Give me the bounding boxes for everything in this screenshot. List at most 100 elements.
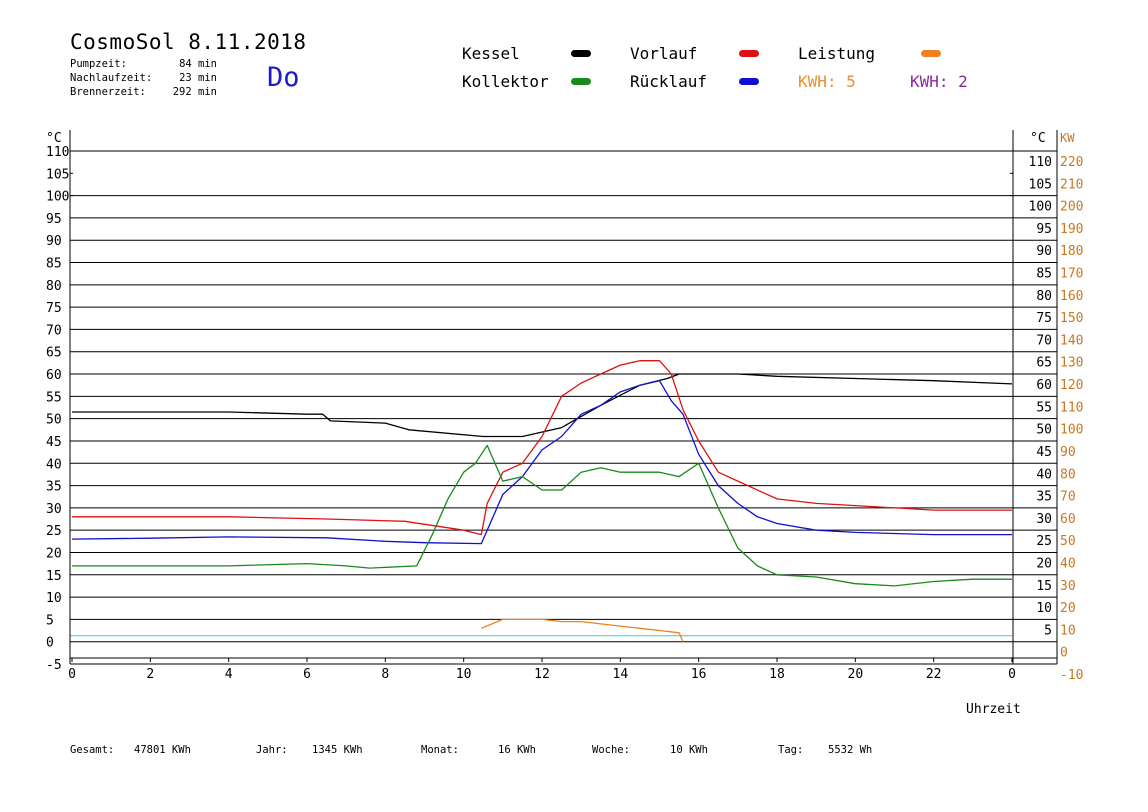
y2-tick: 50: [1060, 534, 1076, 549]
y2-tick: 210: [1060, 177, 1083, 192]
series-line-leistung: [481, 618, 684, 642]
y2-tick: 170: [1060, 267, 1083, 282]
y-tick-right: 35: [1036, 490, 1052, 505]
stat-pumpzeit-label: Pumpzeit:: [70, 58, 127, 70]
y-tick-left: 105: [46, 167, 69, 182]
y-tick-right: 85: [1036, 267, 1052, 282]
legend-swatch-ruecklauf: [739, 78, 759, 85]
x-tick-label: 2: [146, 667, 154, 682]
footer-monat-label: Monat:: [421, 744, 459, 756]
y-tick-right: 30: [1036, 512, 1052, 527]
x-tick-label: 20: [848, 667, 864, 682]
x-tick-label: 18: [769, 667, 785, 682]
legend-swatch-kessel: [571, 50, 591, 57]
y-tick-left: 80: [46, 279, 62, 294]
y-tick-left: 0: [46, 636, 54, 651]
y-tick-left: 55: [46, 390, 62, 405]
y-tick-left: 35: [46, 480, 62, 495]
footer-woche-value: 10 KWh: [670, 744, 708, 756]
grid-lines: [70, 150, 1057, 665]
y2-tick: 120: [1060, 378, 1083, 393]
y2-tick: 180: [1060, 244, 1083, 259]
x-tick-label: 0: [1008, 667, 1016, 682]
y-tick-left: 75: [46, 301, 62, 316]
x-tick-label: 10: [456, 667, 472, 682]
y2-tick: 40: [1060, 556, 1076, 571]
legend-swatch-leistung: [921, 50, 941, 57]
y2-tick: 220: [1060, 155, 1083, 170]
y-tick-left: 20: [46, 546, 62, 561]
y2-tick: 10: [1060, 623, 1076, 638]
stat-brennerzeit-label: Brennerzeit:: [70, 86, 146, 98]
x-tick-label: 22: [926, 667, 942, 682]
series-lines: [70, 360, 1013, 642]
x-tick-label: 12: [534, 667, 550, 682]
y-tick-right: 105: [1029, 177, 1052, 192]
y-tick-right: 80: [1036, 289, 1052, 304]
y-tick-right: 60: [1036, 378, 1052, 393]
footer-monat-value: 16 KWh: [498, 744, 536, 756]
y-tick-right: 65: [1036, 356, 1052, 371]
y-tick-left: 100: [46, 190, 69, 205]
y2-tick: 30: [1060, 579, 1076, 594]
series-line-vorlauf: [72, 360, 1012, 536]
y2-tick: 100: [1060, 423, 1083, 438]
y-tick-left: 45: [46, 435, 62, 450]
y2-tick: 140: [1060, 333, 1083, 348]
y-tick-left: 65: [46, 346, 62, 361]
y-tick-left: 90: [46, 234, 62, 249]
y-tick-left: 50: [46, 413, 62, 428]
stat-pumpzeit-value: 84 min: [179, 58, 217, 70]
legend-kwh-1: KWH: 5: [798, 72, 856, 91]
y2-tick: 70: [1060, 490, 1076, 505]
legend-kwh-2: KWH: 2: [910, 72, 968, 91]
x-tick-label: 8: [381, 667, 389, 682]
axes: [69, 130, 1058, 664]
footer-jahr-label: Jahr:: [256, 744, 288, 756]
y-tick-left: 25: [46, 524, 62, 539]
y2-tick: 110: [1060, 400, 1083, 415]
y2-tick: 150: [1060, 311, 1083, 326]
y2-axis-unit: KW: [1060, 131, 1075, 145]
footer-gesamt-label: Gesamt:: [70, 744, 115, 756]
y-tick-right: 95: [1036, 222, 1052, 237]
x-tick-label: 4: [225, 667, 233, 682]
y-tick-right: 25: [1036, 534, 1052, 549]
chart-title: CosmoSol 8.11.2018: [70, 30, 307, 54]
series-line-kollektor: [72, 444, 1012, 587]
legend-swatch-kollektor: [571, 78, 591, 85]
y2-tick: 130: [1060, 356, 1083, 371]
legend-label-ruecklauf: Rücklauf: [630, 72, 708, 91]
y-axis-unit-left: °C: [46, 131, 62, 146]
y2-tick: 200: [1060, 200, 1083, 215]
y-tick-right: 10: [1036, 601, 1052, 616]
y-tick-left: 95: [46, 212, 62, 227]
x-tick-label: 14: [613, 667, 629, 682]
series-line-rücklauf: [71, 380, 1012, 545]
y2-tick: 20: [1060, 601, 1076, 616]
tick-labels: °C °C KW-505101520253035404550556065707580…: [46, 131, 1083, 683]
y-tick-right: 90: [1036, 244, 1052, 259]
y-tick-right: 70: [1036, 333, 1052, 348]
footer-tag-value: 5532 Wh: [828, 744, 873, 756]
x-tick-label: 6: [303, 667, 311, 682]
stat-brennerzeit-value: 292 min: [172, 86, 217, 98]
legend-label-vorlauf: Vorlauf: [630, 44, 698, 63]
y-tick-left: 30: [46, 502, 62, 517]
y-tick-left: -5: [46, 658, 62, 673]
y-tick-left: 85: [46, 257, 62, 272]
y-tick-right: 20: [1036, 556, 1052, 571]
y2-tick: 80: [1060, 467, 1076, 482]
y2-tick: 160: [1060, 289, 1083, 304]
legend-label-leistung: Leistung: [798, 44, 876, 63]
y2-tick: -10: [1060, 668, 1083, 683]
x-tick-label: 16: [691, 667, 707, 682]
y-tick-right: 15: [1036, 579, 1052, 594]
stat-nachlaufzeit-value: 23 min: [179, 72, 217, 84]
y-tick-right: 5: [1044, 623, 1052, 638]
legend-swatch-vorlauf: [739, 50, 759, 57]
y-tick-right: 110: [1029, 155, 1052, 170]
y-tick-right: 50: [1036, 423, 1052, 438]
y-tick-left: 10: [46, 591, 62, 606]
y2-tick: 0: [1060, 646, 1068, 661]
